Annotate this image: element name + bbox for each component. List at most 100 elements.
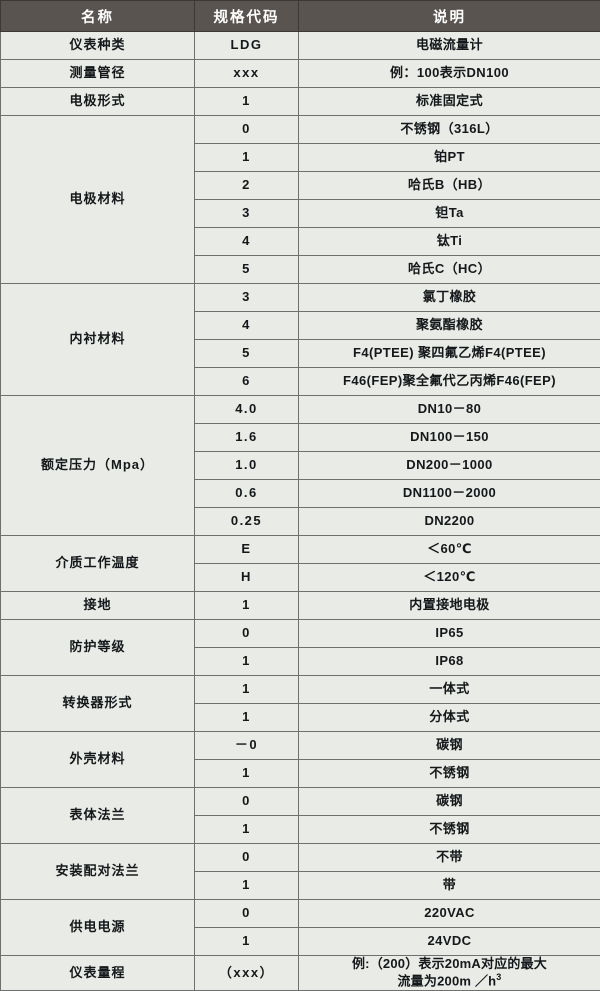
table-row: 仪表量程 （xxx） 例:（200）表示20mA对应的最大 流量为200m ／h… [1, 956, 600, 991]
row-description: 氯丁橡胶 [299, 284, 600, 312]
row-description: 标准固定式 [299, 88, 600, 116]
row-code: xxx [195, 60, 299, 88]
row-code: LDG [195, 32, 299, 60]
row-description: 聚氨酯橡胶 [299, 312, 600, 340]
row-name: 仪表量程 [1, 956, 195, 991]
row-description: 不锈钢 [299, 816, 600, 844]
row-code: 4.0 [195, 396, 299, 424]
table-header-row: 名称 规格代码 说明 [1, 1, 600, 32]
row-code: 0 [195, 620, 299, 648]
row-name: 测量管径 [1, 60, 195, 88]
row-description: 电磁流量计 [299, 32, 600, 60]
column-header-code: 规格代码 [195, 1, 299, 32]
range-example-line1: 例:（200）表示20mA对应的最大 [303, 956, 596, 972]
table-row: 测量管径 xxx 例：100表示DN100 [1, 60, 600, 88]
row-code: E [195, 536, 299, 564]
row-code: （xxx） [195, 956, 299, 991]
row-code: 0.25 [195, 508, 299, 536]
row-code: 1 [195, 144, 299, 172]
row-description: 不带 [299, 844, 600, 872]
row-name: 额定压力（Mpa） [1, 396, 195, 536]
row-code: 1 [195, 928, 299, 956]
range-example-line2: 流量为200m ／h3 [303, 972, 596, 990]
column-header-name: 名称 [1, 1, 195, 32]
row-description: 24VDC [299, 928, 600, 956]
table-row: 转换器形式 1 一体式 [1, 676, 600, 704]
row-code: 0 [195, 844, 299, 872]
row-code: 1 [195, 676, 299, 704]
row-description: 内置接地电极 [299, 592, 600, 620]
row-code: 1 [195, 704, 299, 732]
range-flow-unit: ／h [475, 974, 496, 989]
row-code: 0 [195, 116, 299, 144]
row-description: 碳钢 [299, 732, 600, 760]
row-name: 转换器形式 [1, 676, 195, 732]
row-description: 哈氏B（HB） [299, 172, 600, 200]
row-code: 1 [195, 592, 299, 620]
row-description: 钽Ta [299, 200, 600, 228]
row-name: 表体法兰 [1, 788, 195, 844]
row-description: 钛Ti [299, 228, 600, 256]
row-code: －0 [195, 732, 299, 760]
row-description: ＜60℃ [299, 536, 600, 564]
row-code: 1.6 [195, 424, 299, 452]
row-code: 5 [195, 340, 299, 368]
row-description: F4(PTEE) 聚四氟乙烯F4(PTEE) [299, 340, 600, 368]
range-flow-unit-exponent: 3 [496, 972, 501, 982]
row-code: 2 [195, 172, 299, 200]
row-description: 不锈钢 [299, 760, 600, 788]
table-row: 额定压力（Mpa） 4.0 DN10－80 [1, 396, 600, 424]
row-code: 1 [195, 872, 299, 900]
row-name: 内衬材料 [1, 284, 195, 396]
row-code: 1 [195, 816, 299, 844]
row-description: 碳钢 [299, 788, 600, 816]
row-description: F46(FEP)聚全氟代乙丙烯F46(FEP) [299, 368, 600, 396]
row-description: 一体式 [299, 676, 600, 704]
row-name: 外壳材料 [1, 732, 195, 788]
row-name: 介质工作温度 [1, 536, 195, 592]
row-description: IP65 [299, 620, 600, 648]
row-description: 220VAC [299, 900, 600, 928]
row-description: 不锈钢（316L） [299, 116, 600, 144]
row-code: 3 [195, 200, 299, 228]
table-header: 名称 规格代码 说明 [1, 1, 600, 32]
row-code: 1 [195, 760, 299, 788]
row-description: 分体式 [299, 704, 600, 732]
row-description: IP68 [299, 648, 600, 676]
table-row: 供电电源 0 220VAC [1, 900, 600, 928]
row-description: DN100－150 [299, 424, 600, 452]
row-name: 安装配对法兰 [1, 844, 195, 900]
table-row: 内衬材料 3 氯丁橡胶 [1, 284, 600, 312]
row-code: 4 [195, 312, 299, 340]
table-row: 安装配对法兰 0 不带 [1, 844, 600, 872]
row-description: 铂PT [299, 144, 600, 172]
table-row: 防护等级 0 IP65 [1, 620, 600, 648]
row-code: 1 [195, 88, 299, 116]
table-row: 电极形式 1 标准固定式 [1, 88, 600, 116]
row-code: 3 [195, 284, 299, 312]
row-description: DN1100－2000 [299, 480, 600, 508]
table-row: 接地 1 内置接地电极 [1, 592, 600, 620]
row-code: 0 [195, 788, 299, 816]
table-row: 仪表种类 LDG 电磁流量计 [1, 32, 600, 60]
row-description: ＜120℃ [299, 564, 600, 592]
row-name: 供电电源 [1, 900, 195, 956]
table-row: 表体法兰 0 碳钢 [1, 788, 600, 816]
row-name: 仪表种类 [1, 32, 195, 60]
row-description: 例:（200）表示20mA对应的最大 流量为200m ／h3 [299, 956, 600, 991]
row-code: H [195, 564, 299, 592]
row-name: 电极形式 [1, 88, 195, 116]
row-description: 哈氏C（HC） [299, 256, 600, 284]
row-code: 5 [195, 256, 299, 284]
row-description: DN10－80 [299, 396, 600, 424]
row-description: 带 [299, 872, 600, 900]
table-body: 仪表种类 LDG 电磁流量计 测量管径 xxx 例：100表示DN100 电极形… [1, 32, 600, 991]
table-row: 电极材料 0 不锈钢（316L） [1, 116, 600, 144]
row-description: 例：100表示DN100 [299, 60, 600, 88]
row-code: 1 [195, 648, 299, 676]
row-code: 6 [195, 368, 299, 396]
range-flow-value: 流量为200m [397, 974, 471, 989]
row-code: 4 [195, 228, 299, 256]
row-name: 防护等级 [1, 620, 195, 676]
